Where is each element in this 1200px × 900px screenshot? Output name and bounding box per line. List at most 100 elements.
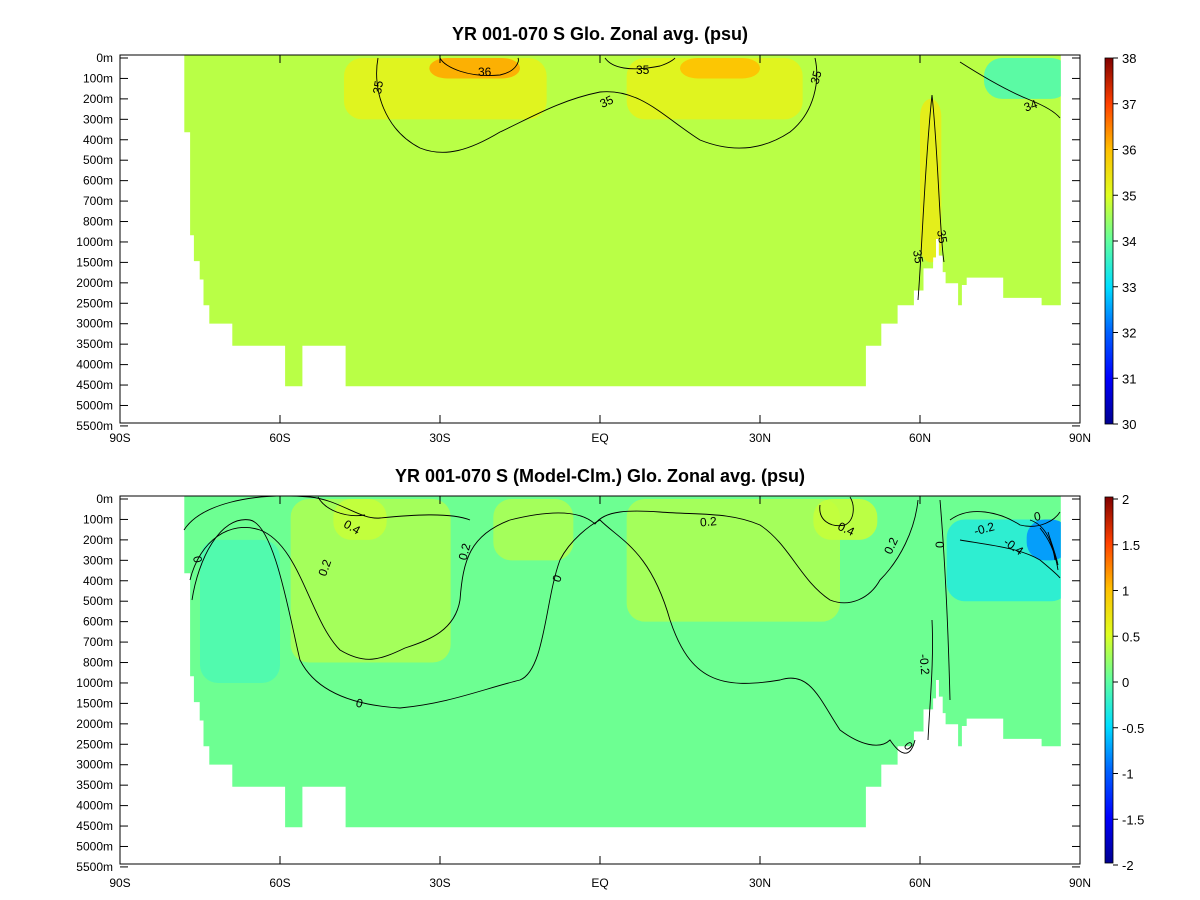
y-tick-label: 700m <box>83 194 113 208</box>
y-tick-label: 400m <box>83 574 113 588</box>
colorbar-tick-label: 1 <box>1122 584 1129 599</box>
colorbar-tick-label: 2 <box>1122 492 1129 507</box>
contour-line <box>604 57 676 70</box>
contour-label: 0 <box>190 555 205 564</box>
contour-label: 0 <box>1033 509 1042 524</box>
contour-label: 35 <box>934 229 950 245</box>
panel-salinity: YR 001-070 S Glo. Zonal avg. (psu) 36 35… <box>76 24 1136 445</box>
y-tick-label: 600m <box>83 174 113 188</box>
x-tick-label: 60S <box>269 876 290 890</box>
contour-line <box>183 495 471 531</box>
x-axis: 90S 60S 30S EQ 30N 60N 90N <box>109 431 1091 445</box>
colorbar-tick-label: 38 <box>1122 51 1136 66</box>
x-tick-label: 90S <box>109 431 130 445</box>
contour-label: 0.2 <box>881 535 901 556</box>
colorbar-tick-label: -1 <box>1122 767 1134 782</box>
contour-label: 0.2 <box>699 514 717 529</box>
colorbar-tick-label: -1.5 <box>1122 812 1144 827</box>
contour-label: 36 <box>478 65 492 79</box>
colorbar: 2 1.5 1 0.5 0 -0.5 -1 -1.5 -2 <box>1104 492 1144 873</box>
field-region <box>626 58 803 120</box>
contour-line <box>959 539 1061 579</box>
y-tick-label: 200m <box>83 92 113 106</box>
chart-title: YR 001-070 S (Model-Clm.) Glo. Zonal avg… <box>395 466 805 486</box>
colorbar-tick-label: 37 <box>1122 97 1136 112</box>
contour-label: 0 <box>354 696 364 711</box>
field-region <box>429 58 520 79</box>
colorbar-tick-label: 31 <box>1122 371 1136 386</box>
contour-line <box>959 61 1061 119</box>
contour-label: 35 <box>910 249 926 265</box>
colorbar-tick-label: 35 <box>1122 188 1136 203</box>
field-region <box>626 499 840 622</box>
y-tick-label: 2500m <box>76 296 113 310</box>
colorbar-tick-label: -0.5 <box>1122 721 1144 736</box>
y-tick-label: 300m <box>83 112 113 126</box>
contour-label: 0.4 <box>836 519 857 539</box>
y-tick-label: 1000m <box>76 676 113 690</box>
x-tick-label: 90N <box>1069 876 1091 890</box>
y-tick-label: 4500m <box>76 819 113 833</box>
field-region <box>813 499 878 540</box>
y-tick-label: 1500m <box>76 696 113 710</box>
contour-label: 35 <box>808 69 825 86</box>
field-region <box>984 58 1061 99</box>
contour-label: 34 <box>1022 97 1040 115</box>
field-region <box>200 539 280 683</box>
contour-line <box>917 94 945 301</box>
chart-title: YR 001-070 S Glo. Zonal avg. (psu) <box>452 24 748 44</box>
y-tick-label: 1000m <box>76 235 113 249</box>
x-tick-label: EQ <box>591 876 608 890</box>
panel-salinity-anomaly: YR 001-070 S (Model-Clm.) Glo. Zonal avg… <box>76 466 1144 890</box>
y-tick-label: 3500m <box>76 337 113 351</box>
contour-lines <box>183 495 1061 754</box>
y-tick-label: 800m <box>83 656 113 670</box>
y-axis: 0m 100m 200m 300m 400m 500m 600m 700m 800m 1000m 1… <box>76 492 1081 874</box>
field-region <box>333 499 387 540</box>
y-tick-label: 4000m <box>76 799 113 813</box>
contour-label: 0.2 <box>315 557 334 578</box>
x-tick-label: EQ <box>591 431 608 445</box>
contour-line <box>189 499 919 660</box>
anomaly-field <box>184 496 1061 828</box>
colorbar-tick-label: 1.5 <box>1122 538 1140 553</box>
contour-label: 0.2 <box>456 542 474 562</box>
contour-label: 35 <box>636 63 650 77</box>
contour-labels: 36 35 35 35 35 34 35 35 <box>370 63 1040 265</box>
y-tick-label: 5000m <box>76 398 113 412</box>
y-tick-label: 3000m <box>76 758 113 772</box>
contour-line <box>819 496 854 527</box>
field-region <box>290 499 451 663</box>
contour-label: 35 <box>598 92 616 110</box>
colorbar-tick-label: 34 <box>1122 234 1136 249</box>
y-tick-label: 5500m <box>76 419 113 433</box>
contour-line <box>939 499 951 701</box>
contour-line <box>1047 531 1059 566</box>
x-tick-label: 60N <box>909 431 931 445</box>
x-tick-label: 90N <box>1069 431 1091 445</box>
contour-label: 0 <box>549 573 565 584</box>
contour-label: -0.2 <box>917 653 933 675</box>
y-tick-label: 800m <box>83 215 113 229</box>
colorbar-gradient <box>1104 57 1114 425</box>
y-tick-label: 700m <box>83 635 113 649</box>
y-tick-label: 2500m <box>76 737 113 751</box>
field-region <box>680 58 760 79</box>
colorbar-tick-label: 36 <box>1122 143 1136 158</box>
y-tick-label: 4500m <box>76 378 113 392</box>
x-axis: 90S 60S 30S EQ 30N 60N 90N <box>109 876 1091 890</box>
y-tick-label: 4000m <box>76 358 113 372</box>
colorbar-tick-label: 0.5 <box>1122 629 1140 644</box>
y-tick-label: 200m <box>83 533 113 547</box>
y-tick-label: 5000m <box>76 839 113 853</box>
contour-line <box>439 57 519 76</box>
x-tick-label: 60S <box>269 431 290 445</box>
colorbar-gradient <box>1104 496 1114 864</box>
y-tick-label: 0m <box>96 492 113 506</box>
colorbar-tick-label: 30 <box>1122 417 1136 432</box>
x-tick-label: 30S <box>429 876 450 890</box>
y-tick-label: 0m <box>96 51 113 65</box>
colorbar: 38 37 36 35 34 33 32 31 30 <box>1104 51 1136 432</box>
x-tick-label: 90S <box>109 876 130 890</box>
